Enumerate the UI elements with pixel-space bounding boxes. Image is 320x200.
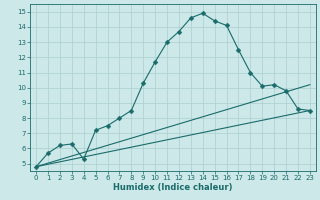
X-axis label: Humidex (Indice chaleur): Humidex (Indice chaleur) bbox=[113, 183, 233, 192]
